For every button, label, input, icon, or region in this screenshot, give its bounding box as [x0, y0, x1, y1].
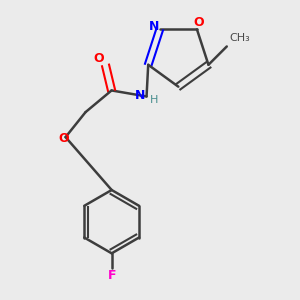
Text: CH₃: CH₃ [230, 33, 250, 43]
Text: N: N [148, 20, 159, 32]
Text: O: O [193, 16, 204, 28]
Text: H: H [150, 95, 158, 106]
Text: F: F [107, 269, 116, 282]
Text: N: N [135, 89, 146, 102]
Text: O: O [58, 132, 69, 145]
Text: O: O [94, 52, 104, 64]
